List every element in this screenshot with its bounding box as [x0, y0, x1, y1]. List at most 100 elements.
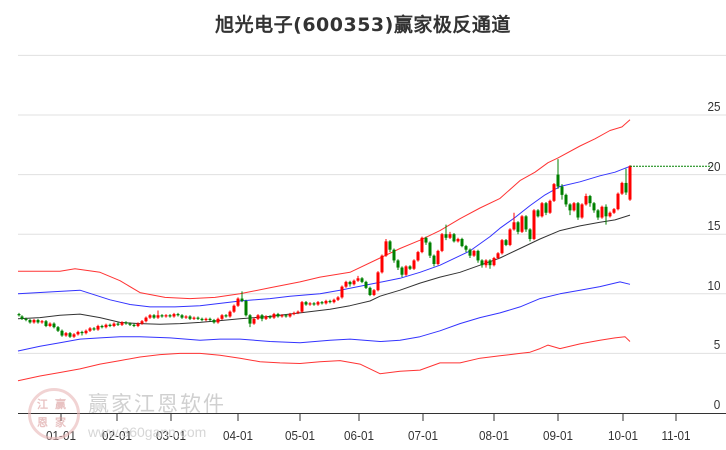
candle-up: [416, 252, 420, 261]
candle-up: [600, 206, 604, 218]
candle-down: [24, 318, 28, 321]
candle-down: [388, 241, 392, 250]
candle-up: [192, 317, 196, 319]
candle-down: [52, 323, 56, 328]
candle-down: [188, 316, 192, 319]
candle-up: [156, 315, 160, 318]
candle-down: [560, 186, 564, 195]
candle-up: [316, 302, 320, 305]
candle-up: [252, 318, 256, 324]
candle-down: [588, 196, 592, 204]
candle-down: [400, 267, 404, 275]
candle-up: [112, 323, 116, 326]
seal-char: 江: [37, 399, 48, 411]
candle-down: [364, 281, 368, 288]
candle-down: [432, 255, 436, 264]
candle-up: [144, 317, 148, 322]
candle-up: [440, 234, 444, 251]
candle-up: [172, 314, 176, 317]
candle-up: [520, 216, 524, 232]
candle-down: [464, 246, 468, 250]
candle-up: [148, 315, 152, 318]
candle-down: [360, 278, 364, 282]
candle-up: [236, 298, 240, 306]
candle-up: [492, 258, 496, 266]
candle-down: [604, 206, 608, 217]
candle-down: [268, 316, 272, 318]
candle-up: [608, 212, 612, 217]
candle-up: [580, 204, 584, 218]
candle-down: [304, 302, 308, 305]
candle-down: [124, 322, 128, 324]
candle-up: [72, 334, 76, 337]
channel-lines: [17, 119, 631, 382]
candle-up: [280, 315, 284, 317]
candle-down: [244, 300, 248, 316]
candle-down: [476, 250, 480, 261]
candle-up: [140, 321, 144, 324]
candle-up: [508, 229, 512, 245]
candle-up: [340, 286, 344, 298]
candle-down: [480, 260, 484, 266]
candle-up: [356, 278, 360, 281]
x-tick-label: 10-01: [608, 428, 638, 443]
candle-up: [64, 333, 68, 336]
candle-up: [612, 209, 616, 213]
candle-up: [32, 320, 36, 323]
x-tick-label: 02-01: [102, 428, 132, 443]
candle-up: [272, 314, 276, 318]
candle-down: [516, 222, 520, 232]
candle-down: [524, 216, 528, 230]
candle-up: [376, 272, 380, 291]
candle-down: [17, 314, 21, 316]
candle-up: [532, 210, 536, 239]
candle-down: [276, 314, 280, 317]
candle-up: [620, 182, 624, 194]
candle-down: [408, 266, 412, 269]
candle-down: [368, 287, 372, 295]
candle-up: [404, 266, 408, 275]
candle-up: [84, 330, 88, 334]
candle-up: [40, 321, 44, 323]
candle-down: [544, 203, 548, 213]
candle-down: [468, 249, 472, 256]
candle-down: [152, 315, 156, 318]
candle-down: [260, 315, 264, 319]
candle-down: [20, 316, 24, 319]
candle-up: [300, 302, 304, 312]
candle-down: [28, 320, 32, 323]
candle-down: [60, 330, 64, 336]
candle-down: [168, 315, 172, 317]
candle-down: [248, 315, 252, 324]
candle-up: [292, 312, 296, 315]
candle-down: [320, 302, 324, 304]
x-tick-label: 09-01: [543, 428, 573, 443]
candle-down: [392, 249, 396, 261]
candle-down: [92, 328, 96, 330]
candle-down: [200, 318, 204, 321]
candle-down: [564, 194, 568, 205]
candle-up: [420, 237, 424, 253]
candle-down: [488, 260, 492, 266]
candle-up: [380, 255, 384, 273]
candle-up: [204, 318, 208, 321]
x-tick-label: 03-01: [156, 428, 186, 443]
y-tick-label: 15: [706, 218, 720, 234]
candle-up: [496, 253, 500, 259]
candle-up: [232, 305, 236, 312]
seal-char: 恩: [37, 417, 48, 429]
candle-up: [628, 166, 632, 200]
candle-up: [540, 203, 544, 217]
candle-up: [48, 323, 52, 326]
candle-up: [120, 322, 124, 325]
watermark-brand: 赢家江恩软件: [88, 392, 226, 416]
seal-char: 赢: [55, 399, 66, 411]
candle-up: [88, 328, 92, 331]
candle-down: [132, 324, 136, 326]
candle-up: [216, 318, 220, 323]
candle-up: [264, 316, 268, 319]
candle-down: [444, 234, 448, 238]
chart-title: 旭光电子(600353)赢家极反通道: [215, 14, 511, 36]
x-tick-label: 05-01: [285, 428, 315, 443]
